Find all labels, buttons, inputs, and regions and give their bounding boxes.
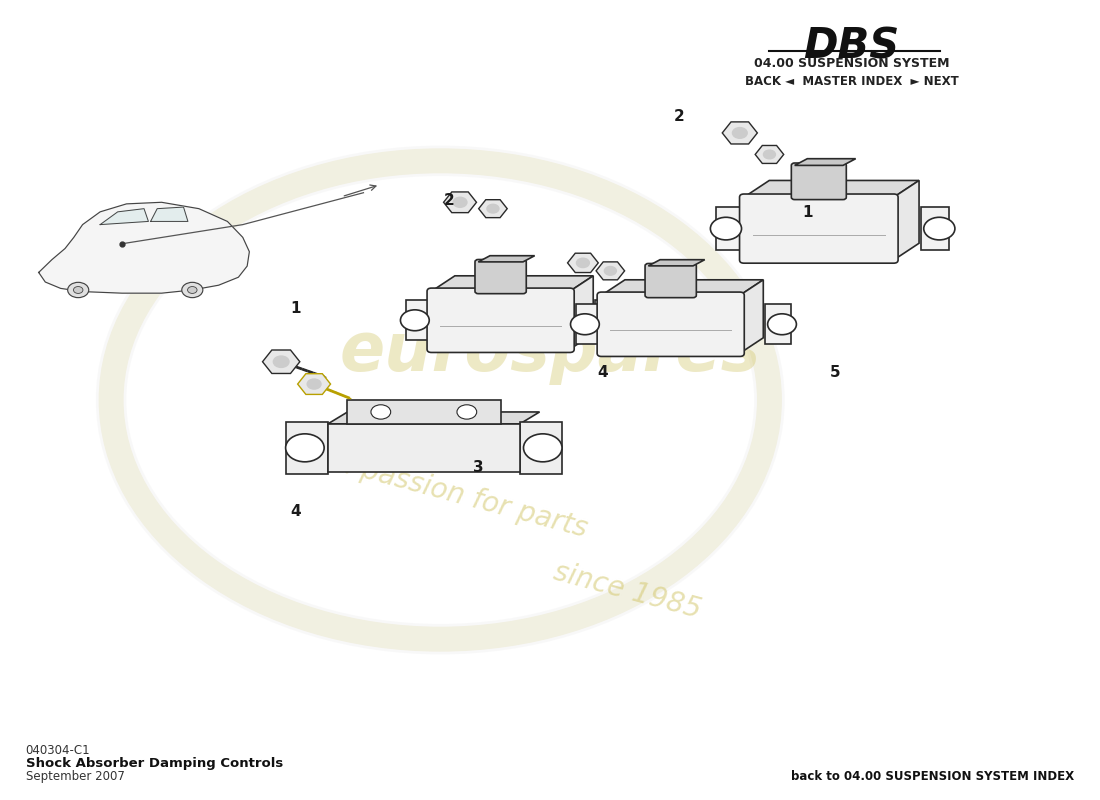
FancyBboxPatch shape (791, 163, 846, 199)
Text: 4: 4 (290, 504, 300, 519)
Text: BACK ◄  MASTER INDEX  ► NEXT: BACK ◄ MASTER INDEX ► NEXT (745, 74, 958, 88)
FancyBboxPatch shape (475, 259, 526, 294)
FancyBboxPatch shape (597, 292, 745, 357)
Polygon shape (328, 412, 540, 424)
Polygon shape (478, 256, 535, 262)
Circle shape (571, 314, 600, 334)
Circle shape (68, 282, 89, 298)
Circle shape (188, 286, 197, 294)
Text: 4: 4 (597, 365, 608, 379)
Text: 5: 5 (830, 365, 840, 379)
Circle shape (711, 218, 741, 240)
Text: DBS: DBS (804, 26, 900, 67)
Polygon shape (596, 262, 625, 280)
Text: September 2007: September 2007 (25, 770, 124, 783)
Text: a passion for parts: a passion for parts (333, 449, 591, 542)
Polygon shape (478, 200, 507, 218)
Circle shape (487, 204, 499, 213)
Circle shape (307, 379, 321, 389)
Polygon shape (648, 260, 705, 266)
Circle shape (453, 198, 466, 207)
Circle shape (524, 434, 562, 462)
Polygon shape (443, 192, 476, 213)
Polygon shape (431, 276, 593, 291)
Polygon shape (740, 280, 763, 354)
Text: 2: 2 (674, 110, 685, 125)
Bar (595, 300, 620, 340)
Text: 2: 2 (443, 193, 454, 208)
Polygon shape (151, 207, 188, 222)
Bar (520, 422, 561, 474)
Text: 04.00 SUSPENSION SYSTEM: 04.00 SUSPENSION SYSTEM (754, 57, 949, 70)
Bar (576, 304, 602, 344)
Polygon shape (298, 374, 331, 394)
Polygon shape (794, 158, 856, 166)
Text: 040304-C1: 040304-C1 (25, 744, 90, 758)
Bar (286, 422, 328, 474)
Circle shape (576, 258, 590, 267)
Circle shape (768, 314, 796, 334)
Polygon shape (570, 276, 593, 350)
Bar (406, 300, 431, 340)
Polygon shape (723, 122, 758, 144)
Circle shape (597, 310, 626, 330)
Circle shape (400, 310, 429, 330)
Polygon shape (100, 209, 148, 225)
Polygon shape (602, 280, 763, 295)
Polygon shape (263, 350, 300, 374)
Bar (328, 424, 520, 472)
Polygon shape (39, 202, 250, 293)
Text: eurospares: eurospares (339, 319, 761, 385)
Text: 3: 3 (473, 460, 484, 475)
Circle shape (74, 286, 82, 294)
Circle shape (371, 405, 390, 419)
Polygon shape (744, 181, 920, 198)
Bar (716, 207, 744, 250)
Polygon shape (756, 146, 783, 163)
Bar (766, 304, 791, 344)
FancyBboxPatch shape (739, 194, 898, 263)
FancyBboxPatch shape (645, 263, 696, 298)
Text: Shock Absorber Damping Controls: Shock Absorber Damping Controls (25, 757, 283, 770)
Polygon shape (568, 254, 598, 273)
Circle shape (273, 356, 289, 367)
Text: back to 04.00 SUSPENSION SYSTEM INDEX: back to 04.00 SUSPENSION SYSTEM INDEX (791, 770, 1075, 783)
Text: since 1985: since 1985 (550, 558, 704, 625)
Text: 1: 1 (290, 301, 300, 316)
FancyBboxPatch shape (427, 288, 574, 353)
Bar (346, 400, 500, 424)
Text: 1: 1 (803, 205, 813, 220)
Circle shape (456, 405, 476, 419)
Circle shape (182, 282, 202, 298)
Bar (922, 207, 949, 250)
Circle shape (604, 266, 616, 275)
Polygon shape (893, 181, 920, 260)
Circle shape (763, 150, 776, 159)
Circle shape (733, 127, 747, 138)
Circle shape (286, 434, 324, 462)
Circle shape (924, 218, 955, 240)
